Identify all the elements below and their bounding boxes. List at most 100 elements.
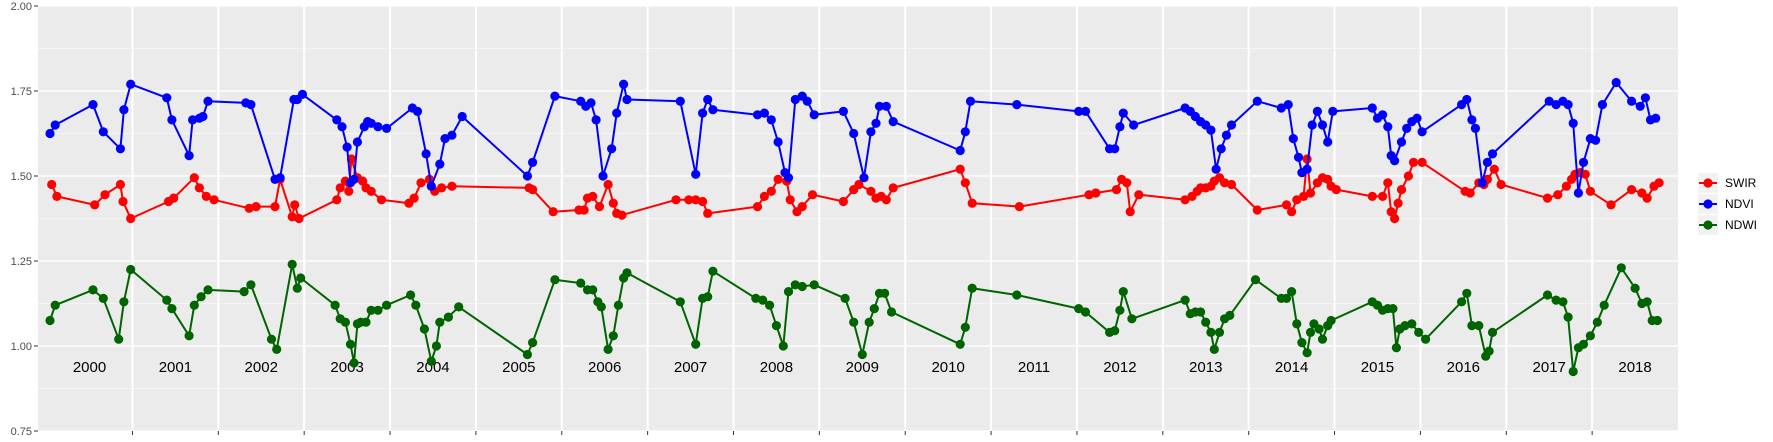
data-point xyxy=(809,110,819,120)
data-point xyxy=(426,181,436,191)
data-point xyxy=(426,356,436,366)
legend-label: NDWI xyxy=(1725,218,1757,232)
data-point xyxy=(447,181,457,191)
year-label: 2004 xyxy=(416,359,449,376)
data-point xyxy=(838,196,849,207)
data-point xyxy=(272,344,282,354)
data-point xyxy=(864,317,874,327)
data-point xyxy=(1654,178,1664,188)
year-label: 2010 xyxy=(931,359,964,376)
data-point xyxy=(1080,106,1091,116)
data-point xyxy=(203,96,213,106)
data-point xyxy=(1314,324,1324,334)
data-point xyxy=(866,186,876,196)
data-point xyxy=(622,268,632,278)
data-point xyxy=(1293,152,1304,162)
data-point xyxy=(1551,100,1561,110)
year-label: 2018 xyxy=(1618,359,1651,376)
data-point xyxy=(785,195,795,205)
data-point xyxy=(1592,317,1602,327)
data-point xyxy=(342,142,352,152)
data-point xyxy=(194,183,204,193)
data-point xyxy=(703,208,713,218)
data-point xyxy=(880,288,890,298)
data-point xyxy=(1206,125,1216,135)
data-point xyxy=(1074,304,1084,314)
data-point xyxy=(1221,130,1231,140)
data-point xyxy=(1414,327,1424,337)
data-point xyxy=(45,128,55,139)
data-point xyxy=(239,287,249,297)
year-label: 2017 xyxy=(1533,359,1566,376)
data-point xyxy=(184,151,194,161)
year-label: 2011 xyxy=(1018,359,1050,376)
data-point xyxy=(1129,120,1139,130)
data-point xyxy=(1127,314,1137,324)
data-point xyxy=(184,331,194,341)
data-point xyxy=(888,117,898,127)
data-point xyxy=(1585,186,1595,196)
data-point xyxy=(886,307,897,317)
data-point xyxy=(196,292,206,302)
data-point xyxy=(1568,118,1578,128)
data-point xyxy=(189,173,199,183)
data-point xyxy=(528,157,538,167)
data-point xyxy=(576,278,586,288)
data-point xyxy=(88,285,98,295)
data-point xyxy=(1307,120,1317,130)
year-label: 2014 xyxy=(1275,359,1308,376)
data-point xyxy=(1074,106,1084,116)
data-point xyxy=(550,275,560,285)
data-point xyxy=(1585,331,1595,341)
data-point xyxy=(617,210,627,220)
data-point xyxy=(1396,137,1407,147)
data-point xyxy=(162,295,172,305)
data-point xyxy=(1652,315,1662,326)
data-point xyxy=(287,259,297,269)
data-point xyxy=(751,293,761,303)
data-point xyxy=(1462,288,1472,298)
data-point xyxy=(1276,103,1286,113)
data-point xyxy=(1591,135,1601,145)
data-point xyxy=(591,115,601,125)
data-point xyxy=(201,191,211,201)
data-point xyxy=(1110,144,1120,154)
legend-key-point xyxy=(1703,220,1713,230)
data-point xyxy=(849,317,859,327)
data-point xyxy=(162,93,172,103)
data-point xyxy=(361,317,371,327)
data-point xyxy=(349,174,359,184)
data-point xyxy=(675,297,685,307)
data-point xyxy=(771,321,782,331)
data-point xyxy=(366,305,376,315)
year-label: 2003 xyxy=(330,359,363,376)
data-point xyxy=(119,105,129,115)
data-point xyxy=(859,173,869,183)
data-point xyxy=(622,94,632,105)
data-point xyxy=(376,195,387,205)
data-point xyxy=(1383,122,1393,132)
data-point xyxy=(1651,113,1661,123)
data-point xyxy=(955,339,965,349)
data-point xyxy=(244,203,254,213)
data-point xyxy=(373,305,383,315)
data-point xyxy=(1561,181,1571,191)
data-point xyxy=(579,205,589,215)
data-point xyxy=(1091,188,1101,198)
data-point xyxy=(412,106,423,116)
data-point xyxy=(1312,106,1322,116)
data-point xyxy=(431,341,441,351)
data-point xyxy=(619,79,629,89)
data-point xyxy=(88,100,98,110)
legend-label: SWIR xyxy=(1725,176,1757,190)
data-point xyxy=(419,324,429,334)
data-point xyxy=(290,200,300,210)
data-point xyxy=(759,191,770,201)
data-point xyxy=(246,280,256,290)
data-point xyxy=(691,195,701,205)
data-point xyxy=(126,79,136,89)
data-point xyxy=(603,179,613,190)
data-point xyxy=(435,317,445,327)
data-point xyxy=(119,297,129,307)
